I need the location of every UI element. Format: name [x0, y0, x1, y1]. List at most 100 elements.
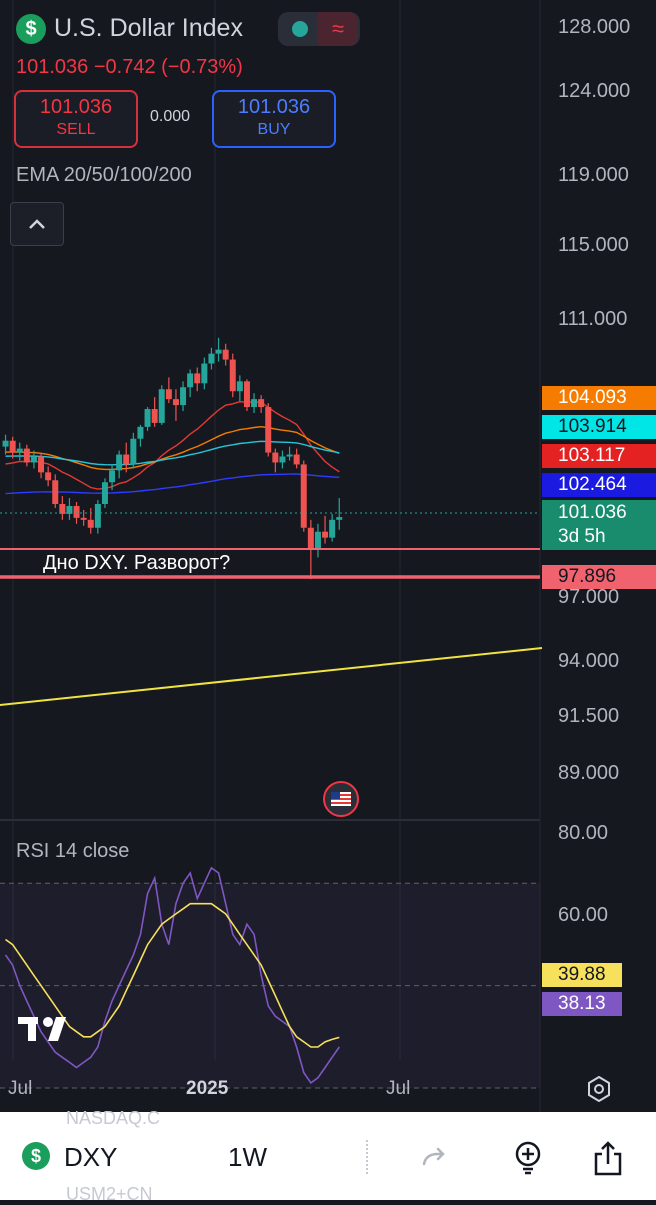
rsi-ma-line — [5, 902, 340, 1048]
buy-button[interactable]: 101.036 BUY — [212, 90, 336, 148]
symbol-search-button[interactable]: DXY — [64, 1142, 118, 1172]
underlying-list-item: USM2+CN — [66, 1184, 153, 1204]
toolbar-divider — [366, 1140, 370, 1174]
spread-value: 0.000 — [150, 108, 191, 125]
candle-body — [9, 440, 16, 453]
candle-body — [101, 482, 108, 505]
candle-body — [116, 454, 123, 471]
rsi-axis-label: 60.00 — [558, 904, 609, 926]
candle-body — [272, 452, 279, 463]
candle-body — [16, 448, 23, 453]
candle-body — [109, 470, 116, 483]
last-price-tag: 101.036 3d 5h — [542, 500, 656, 550]
sell-button[interactable]: 101.036 SELL — [14, 90, 138, 148]
chart-area[interactable]: $ U.S. Dollar Index ≈ 101.036 −0.742 (−0… — [0, 0, 656, 1112]
ema200-line — [5, 473, 340, 495]
candle-body — [172, 399, 179, 406]
candle-body — [158, 389, 165, 423]
candle-body — [66, 505, 73, 514]
ema200-price-tag: 102.464 — [542, 473, 656, 497]
candle-body — [322, 531, 329, 538]
candle-body — [215, 349, 222, 354]
candle-body — [2, 440, 9, 447]
candle-body — [137, 426, 144, 439]
sell-price: 101.036 — [39, 96, 113, 118]
candle-body — [265, 407, 272, 453]
time-axis-label: 2025 — [186, 1078, 229, 1099]
rsi-ma-tag: 39.88 — [542, 963, 622, 987]
share-icon[interactable] — [590, 1140, 626, 1176]
candle-body — [300, 464, 307, 528]
economic-event-us-flag-icon[interactable] — [323, 781, 359, 817]
price-axis-label: 115.000 — [558, 234, 629, 256]
candle-body — [201, 363, 208, 384]
buy-price: 101.036 — [237, 96, 311, 118]
price-axis-label: 128.000 — [558, 16, 631, 38]
chevron-up-icon — [11, 203, 63, 260]
ema20-line — [5, 400, 340, 490]
ema20-price-tag: 103.117 — [542, 444, 656, 468]
candle-body — [45, 472, 52, 481]
candle-body — [52, 480, 59, 505]
candle-body — [23, 448, 30, 463]
price-axis-label: 94.000 — [558, 650, 620, 672]
candle-body — [286, 454, 293, 457]
candle-body — [30, 456, 37, 463]
indicator-legend[interactable]: EMA 20/50/100/200 — [16, 164, 192, 186]
bar-countdown: 3d 5h — [558, 526, 606, 547]
rsi-line — [4, 866, 340, 1085]
candle-body — [307, 527, 314, 550]
interval-button[interactable]: 1W — [228, 1142, 267, 1172]
symbol-badge-icon: $ — [16, 14, 46, 44]
last-price-value: 101.036 — [558, 502, 627, 523]
candle-body — [258, 399, 265, 408]
bottom-toolbar: NASDAQ.C USM2+CN $ DXY 1W — [0, 1108, 656, 1204]
rsi-legend[interactable]: RSI 14 close — [16, 840, 130, 862]
time-axis-label: Jul — [386, 1078, 411, 1099]
ema100-line — [5, 440, 340, 466]
chart-annotation[interactable]: Дно DXY. Разворот? — [43, 552, 231, 574]
add-compare-icon[interactable] — [510, 1140, 546, 1176]
rsi-value-tag: 38.13 — [542, 992, 622, 1016]
candle-body — [243, 381, 250, 408]
symbol-title[interactable]: U.S. Dollar Index — [54, 14, 243, 42]
price-change-line: 101.036 −0.742 (−0.73%) — [16, 56, 243, 78]
candle-body — [329, 519, 336, 538]
price-chart[interactable] — [0, 0, 656, 1112]
sell-label: SELL — [56, 121, 96, 138]
candle-body — [336, 517, 343, 520]
candle-body — [123, 454, 130, 465]
chart-settings-gear-icon[interactable] — [586, 1075, 612, 1103]
level-price-tag: 97.896 — [542, 565, 656, 589]
price-axis-label: 89.000 — [558, 762, 620, 784]
candle-body — [236, 381, 243, 392]
candle-body — [73, 505, 80, 518]
candle-body — [187, 373, 194, 388]
candle-body — [151, 409, 158, 423]
ema100-price-tag: 103.914 — [542, 415, 656, 439]
tradingview-logo-icon — [18, 1014, 74, 1052]
price-axis-label: 97.000 — [558, 586, 620, 608]
candle-body — [279, 456, 286, 463]
candle-body — [222, 349, 229, 360]
candle-body — [165, 389, 172, 400]
price-axis-label: 91.500 — [558, 705, 620, 727]
candle-body — [80, 517, 87, 520]
buy-label: BUY — [257, 121, 291, 138]
candle-body — [38, 456, 45, 473]
candle-body — [94, 504, 101, 528]
redo-icon[interactable] — [416, 1140, 452, 1176]
candle-body — [293, 454, 300, 465]
underlying-list-item: NASDAQ.C — [66, 1108, 161, 1128]
candle-body — [180, 387, 187, 406]
wave-icon[interactable]: ≈ — [318, 12, 358, 46]
price-axis-label: 124.000 — [558, 80, 631, 102]
price-axis-label: 111.000 — [558, 308, 628, 330]
trendline — [0, 647, 543, 706]
candle-body — [229, 359, 236, 392]
symbol-badge-icon: $ — [22, 1142, 50, 1170]
rsi-axis-label: 80.00 — [558, 822, 609, 844]
collapse-legend-button[interactable] — [10, 202, 64, 246]
price-axis-label: 119.000 — [558, 164, 629, 186]
market-open-dot-icon — [292, 21, 308, 37]
